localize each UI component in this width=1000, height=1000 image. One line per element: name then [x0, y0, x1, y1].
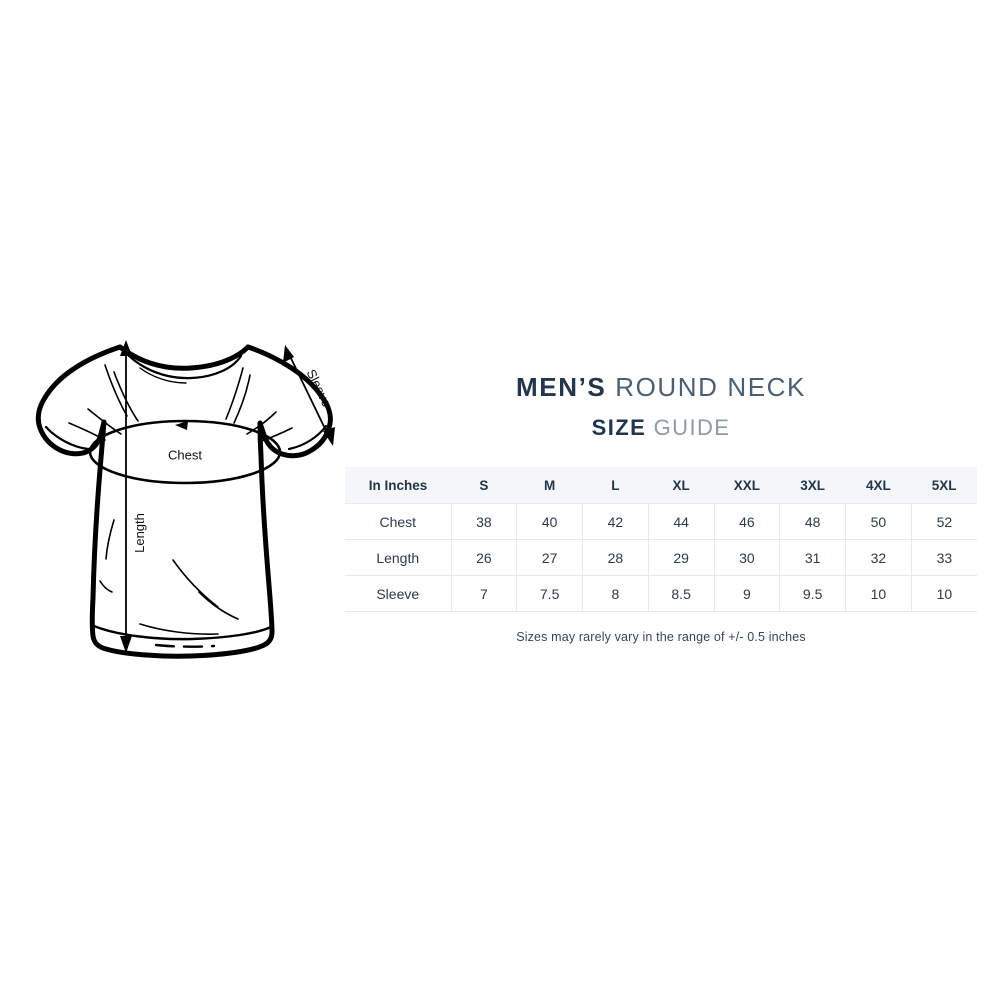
chest-label: Chest: [168, 447, 202, 462]
column-header-5xl: 5XL: [911, 467, 977, 504]
cell-sleeve-s: 7: [450, 575, 518, 612]
title-brand-word: MEN’S: [516, 372, 607, 402]
row-label-chest: Chest: [345, 503, 452, 540]
cell-sleeve-m: 7.5: [516, 575, 583, 612]
subtitle-guide-word: GUIDE: [653, 415, 731, 440]
column-header-3xl: 3XL: [779, 467, 846, 504]
size-table-container: In Inches S M L XL XXL 3XL 4XL 5XL Chest: [345, 467, 977, 612]
cell-sleeve-4xl: 10: [845, 575, 912, 612]
cell-chest-xxl: 46: [713, 503, 781, 540]
cell-sleeve-5xl: 10: [910, 575, 977, 612]
column-header-l: L: [582, 467, 649, 504]
length-measure: [120, 340, 132, 653]
table-row: Chest 38 40 42 44 46 48 50 52: [345, 503, 977, 540]
tshirt-sleeve-hems: [44, 424, 328, 451]
page-subtitle: SIZE GUIDE: [345, 413, 977, 443]
cell-sleeve-xxl: 9: [713, 575, 781, 612]
cell-sleeve-3xl: 9.5: [779, 575, 846, 612]
sleeve-measure: [283, 345, 335, 446]
table-header-row: In Inches S M L XL XXL 3XL 4XL 5XL: [345, 467, 977, 504]
sleeve-label: Sleeve: [304, 367, 335, 409]
column-header-m: M: [516, 467, 583, 504]
cell-chest-5xl: 52: [910, 503, 977, 540]
cell-length-l: 28: [582, 539, 649, 576]
cell-chest-3xl: 48: [779, 503, 846, 540]
cell-chest-4xl: 50: [845, 503, 912, 540]
tshirt-illustration: Chest Length Sleeve: [28, 328, 358, 673]
cell-sleeve-l: 8: [582, 575, 649, 612]
tshirt-hem: [92, 624, 273, 648]
column-header-xxl: XXL: [714, 467, 780, 504]
tshirt-outline: [35, 344, 333, 659]
subtitle-size-word: SIZE: [591, 415, 647, 440]
row-label-length: Length: [345, 539, 452, 576]
column-header-unit: In Inches: [345, 467, 451, 504]
cell-length-3xl: 31: [779, 539, 846, 576]
chest-measure: [88, 419, 282, 485]
row-label-sleeve: Sleeve: [345, 575, 452, 612]
size-guide-panel: MEN’S ROUND NECK SIZE GUIDE In Inches S …: [345, 370, 977, 644]
cell-chest-l: 42: [582, 503, 649, 540]
cell-length-4xl: 32: [845, 539, 912, 576]
cell-chest-s: 38: [450, 503, 518, 540]
cell-length-5xl: 33: [910, 539, 977, 576]
title-product-word: ROUND NECK: [615, 372, 806, 402]
cell-length-xl: 29: [647, 539, 715, 576]
column-header-xl: XL: [648, 467, 714, 504]
tshirt-fold-lines: [68, 364, 293, 635]
size-chart-table: In Inches S M L XL XXL 3XL 4XL 5XL Chest: [345, 467, 977, 612]
cell-length-xxl: 30: [713, 539, 781, 576]
cell-sleeve-xl: 8.5: [647, 575, 715, 612]
column-header-4xl: 4XL: [845, 467, 912, 504]
size-variance-note: Sizes may rarely vary in the range of +/…: [516, 630, 806, 644]
length-label: Length: [132, 513, 147, 553]
cell-chest-xl: 44: [647, 503, 715, 540]
page-title: MEN’S ROUND NECK: [345, 370, 977, 404]
cell-length-m: 27: [516, 539, 583, 576]
cell-length-s: 26: [450, 539, 518, 576]
table-row: Sleeve 7 7.5 8 8.5 9 9.5 10 10: [345, 575, 977, 612]
title-block: MEN’S ROUND NECK SIZE GUIDE: [345, 370, 977, 445]
cell-chest-m: 40: [516, 503, 583, 540]
column-header-s: S: [451, 467, 517, 504]
table-row: Length 26 27 28 29 30 31 32 33: [345, 539, 977, 576]
